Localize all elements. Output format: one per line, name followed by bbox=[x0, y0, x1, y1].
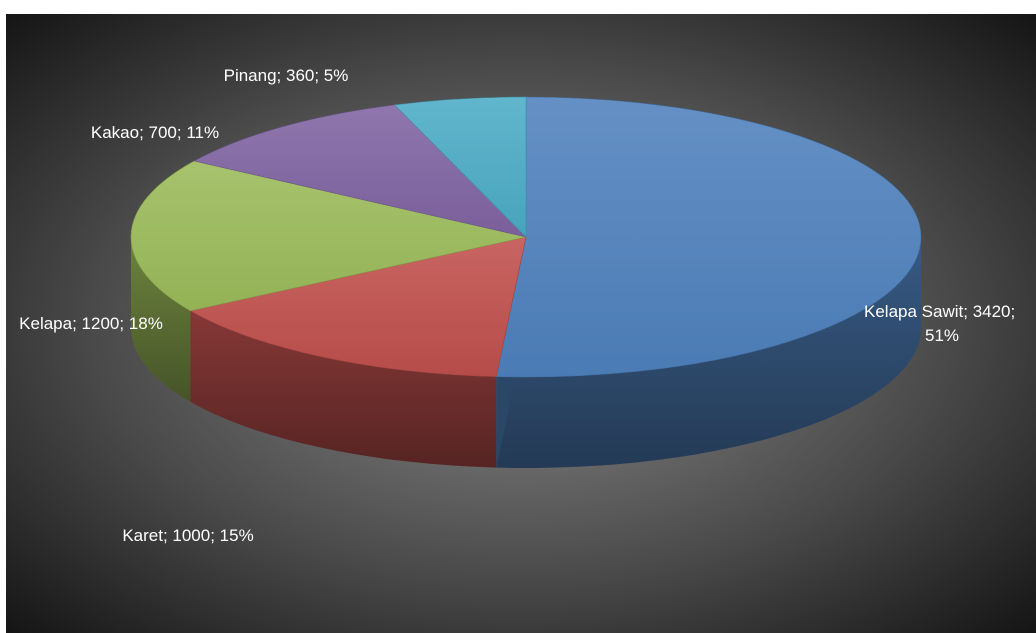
pie-slice-karet bbox=[189, 236, 527, 377]
data-label-kelapa-sawit-line1: Kelapa Sawit; 3420; bbox=[864, 302, 1015, 321]
data-labels: Pinang; 360; 5% Kakao; 700; 11% Kelapa; … bbox=[19, 66, 1020, 545]
data-label-pinang: Pinang; 360; 5% bbox=[224, 66, 349, 85]
pie-slices bbox=[130, 96, 922, 468]
pie-side-karet bbox=[190, 310, 497, 468]
data-label-kakao: Kakao; 700; 11% bbox=[91, 123, 219, 142]
pie-side-kelapa-sawit bbox=[496, 237, 921, 468]
pie-chart: Pinang; 360; 5% Kakao; 700; 11% Kelapa; … bbox=[6, 14, 1036, 633]
pie-slice-kakao bbox=[193, 104, 527, 238]
pie-slice-kelapa bbox=[130, 160, 527, 312]
data-label-kelapa: Kelapa; 1200; 18% bbox=[19, 314, 163, 333]
data-label-karet: Karet; 1000; 15% bbox=[122, 526, 253, 545]
data-label-kelapa-sawit: Kelapa Sawit; 3420; 51% bbox=[864, 302, 1020, 345]
data-label-kelapa-sawit-line2: 51% bbox=[925, 326, 959, 345]
page-margin bbox=[0, 0, 1036, 14]
pie-side-kelapa bbox=[131, 237, 191, 402]
pie-chart-svg: Pinang; 360; 5% Kakao; 700; 11% Kelapa; … bbox=[6, 14, 1036, 633]
pie-slice-kelapa-sawit bbox=[495, 96, 922, 378]
pie-slice-pinang bbox=[394, 96, 527, 238]
